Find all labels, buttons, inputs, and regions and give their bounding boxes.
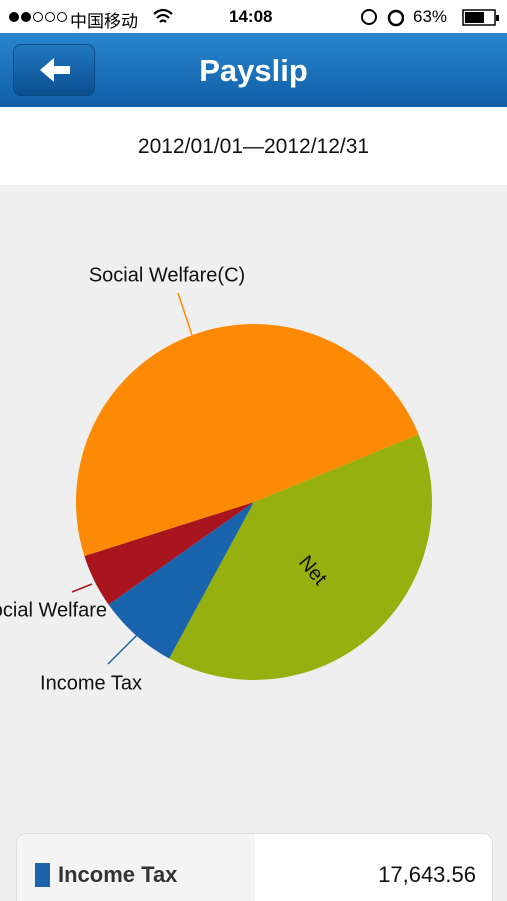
status-icons xyxy=(361,9,404,27)
leader-line xyxy=(177,292,193,336)
row-label-cell xyxy=(17,834,255,901)
slice-label: Social Welfare xyxy=(0,599,107,621)
pie-slice xyxy=(108,502,254,659)
slice-label: Social Welfare(C) xyxy=(89,264,245,286)
wifi-icon xyxy=(153,8,173,23)
back-button[interactable] xyxy=(13,44,95,96)
leader-line xyxy=(107,633,139,665)
pie-slice xyxy=(169,434,433,680)
leader-line xyxy=(71,583,93,593)
signal-icon xyxy=(9,12,67,22)
back-arrow xyxy=(40,58,70,82)
battery-icon xyxy=(462,9,499,26)
date-range: 2012/01/01—2012/12/31 xyxy=(0,107,507,185)
pie-slice xyxy=(84,502,254,605)
slice-label: Income Tax xyxy=(40,672,142,694)
page-title: Payslip xyxy=(199,53,308,88)
summary-row[interactable]: Income Tax 17,643.56 xyxy=(16,833,493,901)
pie-slice xyxy=(76,324,419,556)
row-value: 17,643.56 xyxy=(378,862,476,887)
row-name: Income Tax xyxy=(58,862,178,887)
nav-bar: Payslip xyxy=(0,33,507,107)
clock: 14:08 xyxy=(229,7,273,26)
battery-percent: 63% xyxy=(413,7,448,26)
legend-swatch xyxy=(35,863,50,887)
status-bar: 中国移动 14:08 63% xyxy=(0,0,507,33)
carrier: 中国移动 xyxy=(70,12,138,31)
